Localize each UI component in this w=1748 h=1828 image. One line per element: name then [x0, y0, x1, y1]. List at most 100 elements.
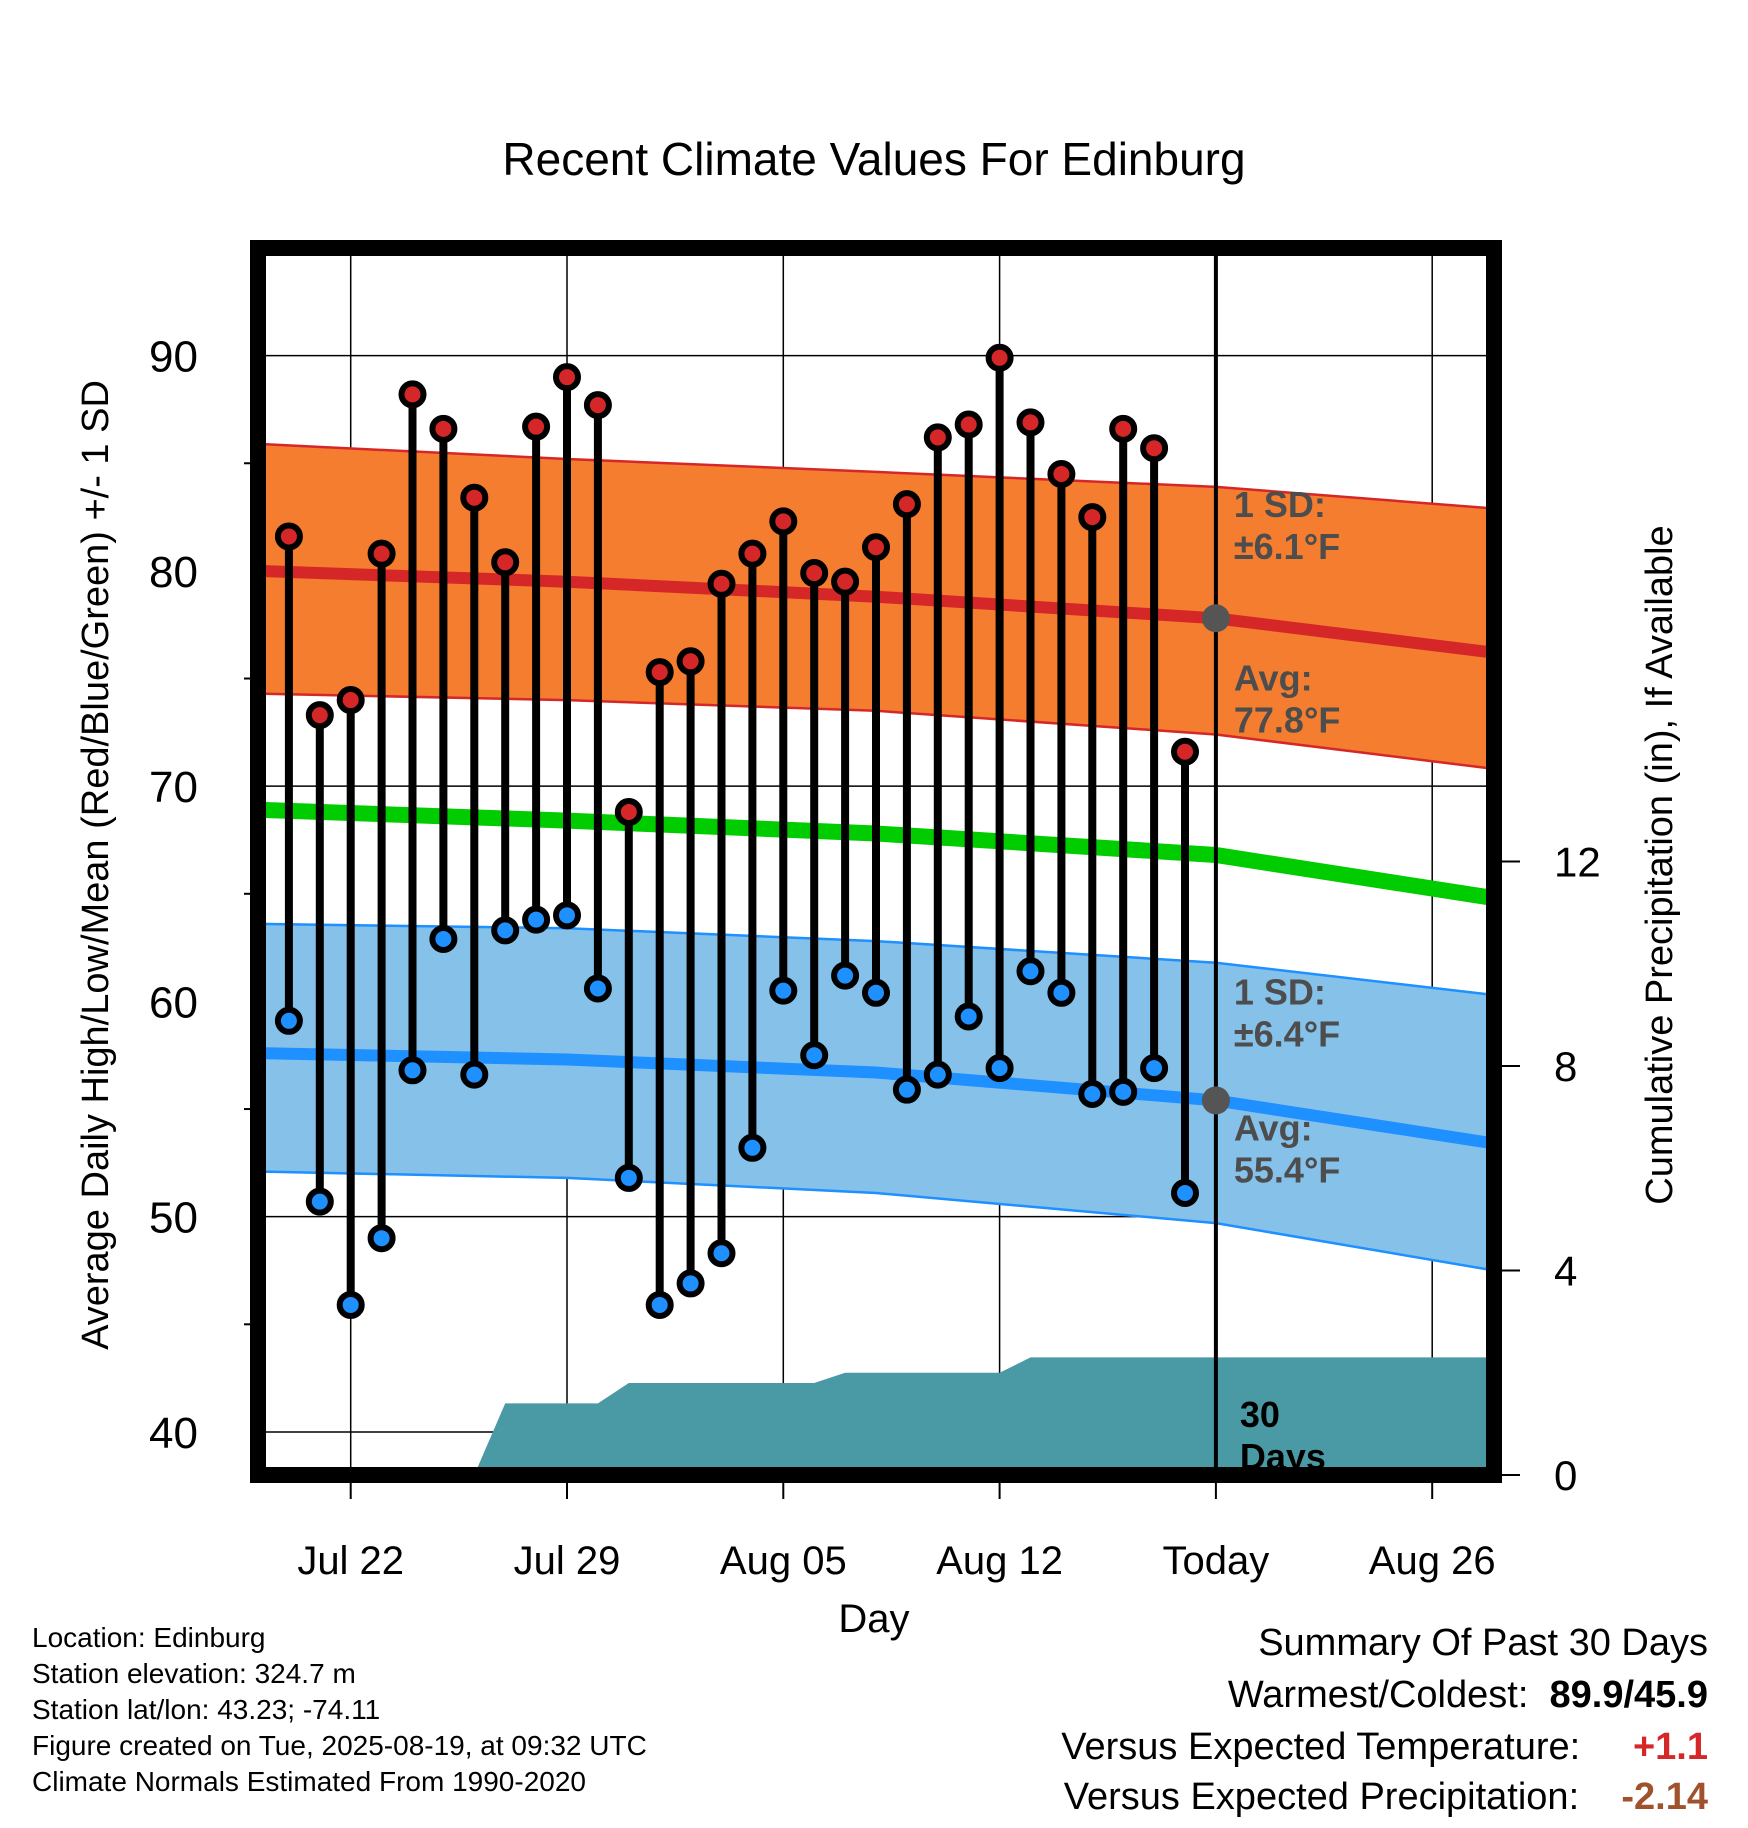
- high-point: [1140, 434, 1169, 463]
- high-point: [398, 380, 427, 409]
- high-sd-upper-line: [257, 442, 1495, 510]
- high-point: [614, 797, 643, 826]
- high-sd-value: ±6.1°F: [1234, 526, 1340, 567]
- high-point: [1109, 414, 1138, 443]
- y-right-tick-label: 8: [1554, 1043, 1577, 1090]
- low-point: [985, 1054, 1014, 1083]
- low-sd-value: ±6.4°F: [1234, 1014, 1340, 1055]
- low-point: [305, 1187, 334, 1216]
- high-point: [1078, 503, 1107, 532]
- low-point: [954, 1002, 983, 1031]
- x-tick-label: Jul 29: [514, 1539, 621, 1583]
- low-point: [645, 1290, 674, 1319]
- low-point: [1047, 978, 1076, 1007]
- x-tick-label: Today: [1163, 1539, 1270, 1583]
- chart-title: Recent Climate Values For Edinburg: [502, 133, 1245, 185]
- y-axis-right-label: Cumulative Precipitation (in), If Availa…: [1639, 525, 1681, 1204]
- low-point: [491, 916, 520, 945]
- low-sd-label: 1 SD:: [1234, 972, 1326, 1013]
- low-point: [583, 974, 612, 1003]
- y-tick-label: 70: [149, 763, 198, 812]
- high-point: [274, 522, 303, 551]
- high-point: [583, 391, 612, 420]
- low-sd-lower-line: [257, 1170, 1495, 1272]
- y-tick-label: 60: [149, 978, 198, 1027]
- low-point: [831, 961, 860, 990]
- y-tick-label: 50: [149, 1194, 198, 1243]
- summary-precip-label: Versus Expected Precipitation:: [1063, 1776, 1580, 1818]
- high-point: [1016, 408, 1045, 437]
- high-sd-label: 1 SD:: [1234, 484, 1326, 525]
- summary-precip-value: -2.14: [1621, 1776, 1708, 1818]
- low-point: [1140, 1054, 1169, 1083]
- footer-location: Location: Edinburg: [32, 1622, 266, 1653]
- x-tick-label: Jul 22: [297, 1539, 404, 1583]
- low-point: [738, 1133, 767, 1162]
- y-tick-label: 90: [149, 333, 198, 382]
- low-point: [800, 1041, 829, 1070]
- high-point: [676, 647, 705, 676]
- low-point: [1078, 1079, 1107, 1108]
- high-point: [954, 410, 983, 439]
- low-point: [522, 905, 551, 934]
- high-point: [1171, 737, 1199, 766]
- summary-precip: Versus Expected Precipitation: -2.14: [1064, 1776, 1708, 1819]
- plot-frame: [250, 240, 1502, 1483]
- high-point: [645, 658, 674, 687]
- high-point: [553, 363, 581, 392]
- high-point: [336, 686, 365, 715]
- low-point: [460, 1060, 489, 1089]
- low-normal-line: [257, 1047, 1495, 1150]
- x-axis-label: Day: [838, 1597, 909, 1641]
- high-point: [522, 412, 551, 441]
- today-high-avg-marker: [1201, 604, 1230, 633]
- low-point: [707, 1239, 736, 1268]
- low-point: [892, 1075, 921, 1104]
- summary-temp-label: Versus Expected Temperature:: [1061, 1726, 1581, 1768]
- high-point: [862, 533, 890, 562]
- x-tick-label: Aug 05: [720, 1539, 847, 1583]
- low-point: [336, 1290, 365, 1319]
- footer-elevation: Station elevation: 324.7 m: [32, 1658, 356, 1689]
- low-point: [676, 1269, 705, 1298]
- high-point: [707, 569, 736, 598]
- low-point: [769, 976, 798, 1005]
- low-avg-value: 55.4°F: [1234, 1149, 1340, 1190]
- footer-info: Location: Edinburg Station elevation: 32…: [32, 1620, 647, 1800]
- y-right-tick-label: 0: [1554, 1452, 1577, 1499]
- high-point: [769, 507, 798, 536]
- summary-title: Summary Of Past 30 Days: [1258, 1622, 1708, 1664]
- x-tick-label: Aug 12: [936, 1539, 1063, 1583]
- summary-temp-value: +1.1: [1632, 1726, 1708, 1768]
- summary-temp: Versus Expected Temperature: +1.1: [1061, 1726, 1708, 1769]
- footer-created: Figure created on Tue, 2025-08-19, at 09…: [32, 1730, 647, 1761]
- summary-warmest: Warmest/Coldest: 89.9/45.9: [1228, 1674, 1708, 1717]
- high-point: [429, 414, 458, 443]
- y-tick-label: 40: [149, 1409, 198, 1458]
- low-point: [1016, 957, 1045, 986]
- high-point: [831, 567, 860, 596]
- high-point: [892, 490, 921, 519]
- high-avg-value: 77.8°F: [1234, 699, 1340, 740]
- high-point: [923, 423, 952, 452]
- high-avg-label: Avg:: [1234, 657, 1313, 698]
- high-point: [367, 539, 396, 568]
- x-tick-label: Aug 26: [1369, 1539, 1496, 1583]
- y-axis-label: Average Daily High/Low/Mean (Red/Blue/Gr…: [75, 380, 117, 1350]
- low-point: [923, 1060, 952, 1089]
- today-low-avg-marker: [1201, 1086, 1230, 1115]
- high-point: [738, 539, 767, 568]
- precipitation-area: [474, 1357, 1494, 1475]
- high-point: [985, 343, 1014, 372]
- footer-normals: Climate Normals Estimated From 1990-2020: [32, 1766, 586, 1797]
- high-point: [460, 483, 489, 512]
- low-point: [1109, 1077, 1138, 1106]
- low-avg-label: Avg:: [1234, 1107, 1313, 1148]
- low-point: [367, 1224, 396, 1253]
- low-point: [553, 901, 581, 930]
- low-point: [862, 978, 890, 1007]
- footer-latlon: Station lat/lon: 43.23; -74.11: [32, 1694, 381, 1725]
- high-point: [1047, 460, 1076, 489]
- summary-warmest-value: 89.9/45.9: [1549, 1674, 1708, 1716]
